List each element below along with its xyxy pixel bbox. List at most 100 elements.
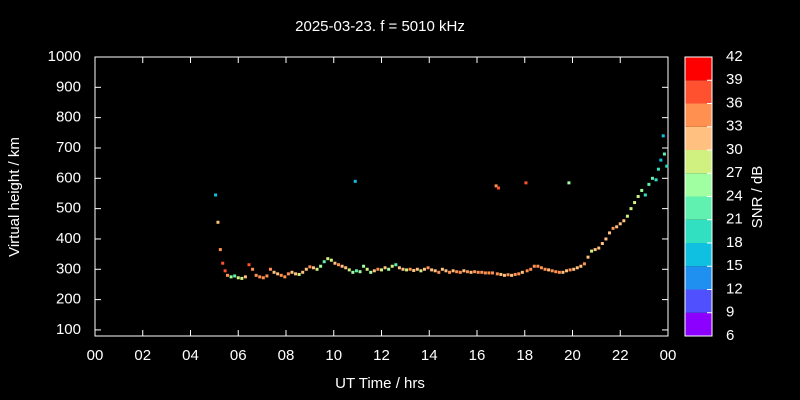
y-tick-label: 600 [56, 169, 81, 186]
point [496, 186, 500, 190]
point [543, 267, 547, 271]
point [633, 201, 637, 205]
colorbar-band [685, 57, 712, 81]
point [494, 184, 498, 188]
point [422, 267, 426, 271]
x-tick-label: 20 [564, 347, 581, 364]
point [297, 272, 301, 276]
point [529, 267, 533, 271]
point [365, 267, 369, 271]
point [618, 222, 622, 226]
point [506, 273, 510, 277]
x-tick-label: 00 [87, 347, 104, 364]
point [351, 270, 355, 274]
point [380, 268, 383, 272]
colorbar-tick-label: 9 [726, 304, 734, 321]
point [444, 269, 448, 273]
colorbar-tick-label: 24 [726, 187, 743, 204]
point [502, 273, 506, 277]
point [640, 188, 644, 192]
y-tick-label: 100 [56, 321, 81, 338]
colorbar-tick-label: 12 [726, 280, 743, 297]
colorbar-tick-label: 30 [726, 141, 743, 158]
point [340, 264, 344, 268]
point [405, 268, 409, 272]
point [520, 270, 524, 274]
point [221, 261, 225, 265]
point [465, 270, 469, 274]
point [294, 272, 298, 276]
point [233, 274, 237, 278]
point [572, 267, 576, 271]
y-tick-label: 700 [56, 139, 81, 156]
x-tick-label: 10 [325, 347, 342, 364]
point [661, 134, 665, 138]
point [279, 273, 283, 277]
point [326, 257, 330, 261]
point [358, 270, 362, 274]
x-tick-label: 22 [612, 347, 629, 364]
colorbar-label: SNR / dB [749, 166, 766, 229]
point [499, 272, 503, 276]
point [394, 263, 398, 267]
colorbar-tick-label: 33 [726, 118, 743, 135]
point [458, 270, 462, 274]
colorbar-tick-label: 15 [726, 257, 743, 274]
colorbar-band [685, 243, 712, 267]
point [311, 266, 315, 270]
point [557, 270, 561, 274]
point [376, 267, 380, 271]
colorbar-tick-label: 18 [726, 234, 743, 251]
point [433, 269, 437, 273]
point [254, 273, 258, 277]
plot-frame [94, 56, 669, 337]
point [532, 264, 536, 268]
point [243, 275, 247, 279]
colorbar-band [685, 289, 712, 313]
point [654, 178, 658, 182]
point [615, 225, 619, 229]
point [347, 268, 351, 272]
point [362, 264, 366, 268]
point [476, 270, 480, 274]
point [636, 195, 640, 198]
y-axis-label: Virtual height / km [6, 137, 23, 257]
point [625, 214, 629, 218]
point [437, 270, 441, 274]
colorbar-tick-label: 21 [726, 211, 743, 228]
colorbar-band [685, 219, 712, 243]
point [536, 264, 540, 268]
point [440, 267, 444, 271]
point [387, 267, 391, 271]
point [567, 181, 571, 185]
point [547, 268, 551, 272]
colorbar-tick-label: 39 [726, 71, 743, 88]
y-tick-label: 800 [56, 109, 81, 126]
point [265, 274, 269, 278]
point [597, 246, 601, 250]
colorbar-tick-label: 42 [726, 48, 743, 65]
y-tick-label: 900 [56, 78, 81, 95]
x-tick-label: 12 [373, 347, 390, 364]
point [517, 272, 521, 276]
point [611, 226, 615, 230]
point [415, 267, 419, 271]
colorbar-band [685, 126, 712, 150]
point [455, 270, 459, 274]
point [539, 266, 543, 270]
point [322, 260, 326, 264]
point [240, 276, 244, 280]
point [513, 272, 517, 276]
point [301, 270, 305, 274]
point [647, 182, 651, 186]
x-tick-label: 06 [230, 347, 247, 364]
point [643, 193, 647, 197]
point [480, 270, 484, 274]
point [315, 267, 319, 271]
point [550, 269, 554, 273]
point [622, 219, 626, 223]
x-tick-label: 00 [660, 347, 677, 364]
point [261, 276, 265, 280]
point [272, 270, 276, 274]
